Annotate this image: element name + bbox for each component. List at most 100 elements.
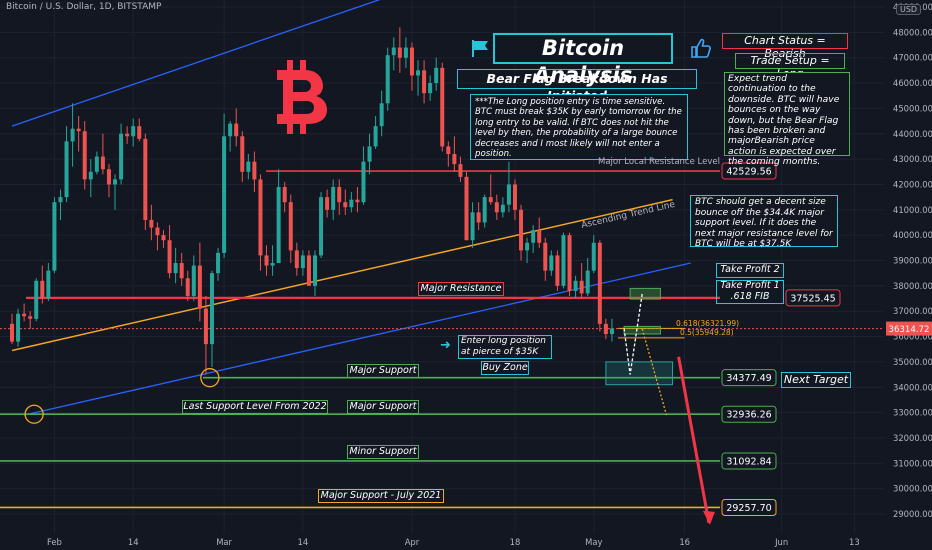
candle-body <box>22 313 27 317</box>
candle-body <box>397 47 402 58</box>
candle-body <box>40 280 45 299</box>
candle-body <box>391 47 396 56</box>
zone-box <box>629 287 661 300</box>
candle-body <box>434 67 439 84</box>
candle-body <box>46 270 51 299</box>
candle-body <box>422 70 427 94</box>
candle-body <box>76 128 81 132</box>
fib-05-label: 0.5(35949.28) <box>680 328 734 337</box>
candle-body <box>234 123 239 137</box>
major-support-2-label: Major Support <box>347 400 419 414</box>
bounce-note: BTC should get a decent size bounce off … <box>690 195 838 249</box>
candle-body <box>264 255 269 266</box>
y-tick-label: 35000.00 <box>893 357 932 367</box>
candle-body <box>191 265 196 296</box>
analysis-title: Bitcoin Analysis <box>493 33 673 87</box>
buy-zone-label: Buy Zone <box>481 361 529 375</box>
candle-body <box>294 250 299 269</box>
entry-timing-note: ***The Long position entry is time sensi… <box>470 94 688 160</box>
candle-body <box>325 197 330 210</box>
minor-support-label: Minor Support <box>347 445 419 459</box>
candle-body <box>537 230 542 243</box>
candle-body <box>137 126 142 139</box>
candle-body <box>337 186 342 203</box>
price-levels <box>0 170 884 509</box>
candle-body <box>246 161 251 172</box>
candle-body <box>240 136 245 172</box>
candle-body <box>373 126 378 147</box>
candle-body <box>379 103 384 127</box>
price-axis[interactable]: 29000.00 30000.00 31000.00 32000.00 33000.00… <box>893 2 932 519</box>
channel-line <box>11 0 381 127</box>
time-axis[interactable]: Feb 14 Mar 14 Apr 18 May 16 Jun 13 <box>47 537 860 547</box>
candle-body <box>34 280 39 319</box>
level-price-labels: 42529.56 37525.45 34377.49 32936.26 31092.84… <box>721 162 932 516</box>
last-support-2022-label: Last Support Level From 2022 <box>182 400 328 414</box>
currency-badge[interactable]: USD <box>896 4 922 15</box>
level-price-text: 31092.84 <box>726 456 771 467</box>
major-support-1-label: Major Support <box>347 364 419 378</box>
candle-body <box>464 176 469 241</box>
candle-body <box>119 133 124 180</box>
flag-icon <box>472 40 488 57</box>
candle-body <box>512 184 517 210</box>
candle-body <box>385 55 390 104</box>
candle-body <box>331 186 336 210</box>
candle-body <box>313 255 317 286</box>
candle-body <box>209 273 214 345</box>
level-price-box <box>721 498 777 516</box>
candle-body <box>64 141 69 198</box>
y-tick-label: 45000.00 <box>893 103 932 113</box>
candlestick-series <box>10 27 614 375</box>
candle-body <box>173 263 178 274</box>
candle-body <box>167 240 172 274</box>
candle-body <box>258 179 263 256</box>
candle-body <box>143 138 148 220</box>
level-price-box <box>721 452 777 470</box>
candle-body <box>270 263 275 266</box>
candle-body <box>10 323 14 342</box>
candle-body <box>94 156 99 172</box>
candle-body <box>561 235 566 286</box>
major-local-resistance-label: Major Local Resistance Level <box>598 157 720 167</box>
candle-body <box>197 265 202 309</box>
take-profit-2-label: Take Profit 2 <box>716 263 784 278</box>
candle-body <box>288 202 293 251</box>
ascending-trend-line <box>11 198 673 352</box>
candle-body <box>361 161 366 203</box>
expectation-note: Expect trend continuation to the downsid… <box>724 72 850 167</box>
level-price-box <box>721 405 777 423</box>
take-profit-1-fib: .618 FIB <box>730 290 770 302</box>
candle-body <box>88 171 93 180</box>
take-profit-1-label: Take Profit 1 .618 FIB <box>716 280 784 304</box>
candle-body <box>131 126 136 137</box>
y-tick-label: 48000.00 <box>893 27 932 37</box>
last-price-text: 36314.72 <box>888 325 929 335</box>
candle-body <box>203 308 208 345</box>
candle-body <box>525 242 530 251</box>
x-tick-label: Apr <box>405 537 420 547</box>
y-tick-label: 42000.00 <box>893 179 932 189</box>
next-target-label: Next Target <box>781 372 851 388</box>
candle-body <box>531 230 536 243</box>
enter-long-label: Enter long position at pierce of $35K <box>458 335 552 359</box>
ascending-trend-line-label: Ascending Trend Line <box>580 200 676 231</box>
level-price-box <box>721 369 777 387</box>
take-profit-1-title: Take Profit 1 <box>720 280 780 291</box>
y-tick-label: 33000.00 <box>893 408 932 418</box>
y-tick-label: 44000.00 <box>893 129 932 139</box>
candle-body <box>476 212 481 223</box>
y-tick-label: 47000.00 <box>893 53 932 63</box>
candle-body <box>306 255 311 286</box>
arrow-right-icon: ➜ <box>440 338 451 353</box>
x-tick-label: May <box>585 537 602 547</box>
level-price-text: 29257.70 <box>726 503 771 514</box>
candle-body <box>28 316 33 319</box>
candle-body <box>597 242 602 324</box>
y-tick-label: 43000.00 <box>893 154 932 164</box>
candle-body <box>16 313 21 342</box>
y-tick-label: 46000.00 <box>893 78 932 88</box>
y-tick-label: 40000.00 <box>893 230 932 240</box>
candle-body <box>452 154 457 165</box>
